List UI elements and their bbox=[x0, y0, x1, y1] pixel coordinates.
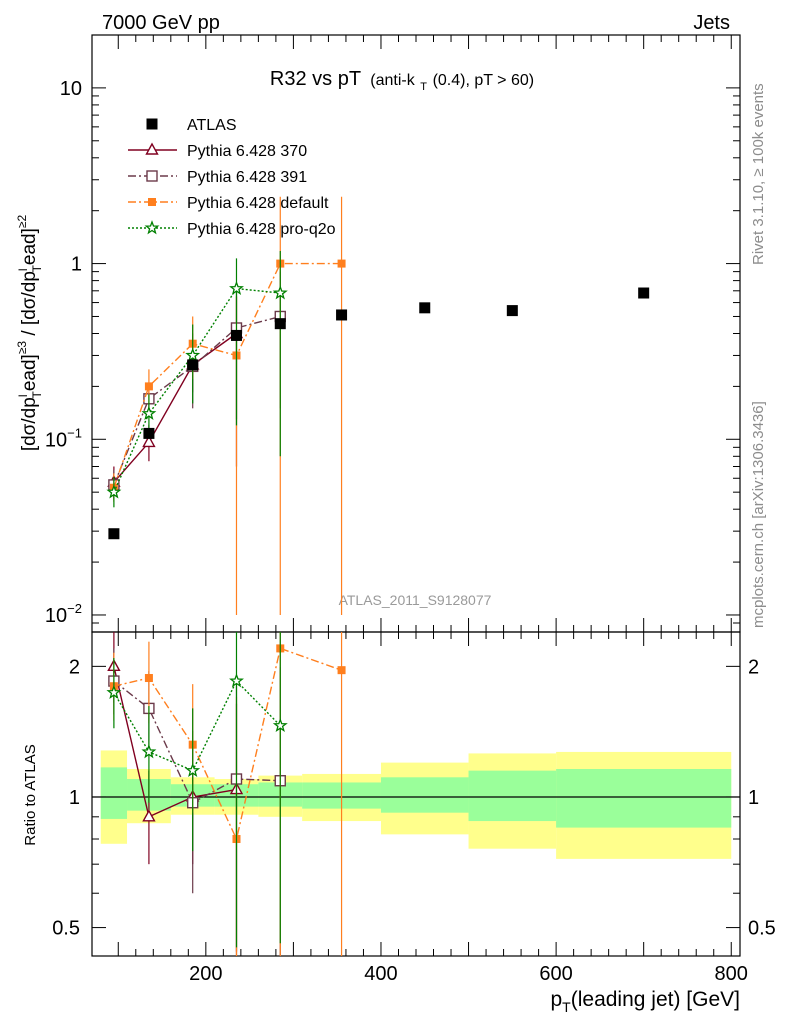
x-tick-label: 200 bbox=[189, 963, 222, 985]
chart-title-sub-2: T bbox=[420, 81, 427, 93]
data-point bbox=[142, 809, 156, 822]
header-right: Jets bbox=[693, 12, 730, 34]
series-pythia-6-428-pro-q2o bbox=[106, 632, 288, 948]
chart-title-sub-3: (0.4), pT > 60) bbox=[433, 72, 535, 89]
mcplots-label: mcplots.cern.ch [arXiv:1306.3436] bbox=[750, 401, 767, 628]
header-left: 7000 GeV pp bbox=[102, 12, 220, 34]
series-atlas bbox=[108, 287, 650, 540]
ylabel-part: / [dσ/dp bbox=[19, 271, 40, 341]
xlabel-part: p bbox=[550, 988, 562, 1011]
data-point bbox=[108, 528, 120, 540]
legend-label: Pythia 6.428 370 bbox=[187, 143, 307, 160]
ratio-y-tick-label-right: 1 bbox=[748, 787, 759, 809]
data-point bbox=[146, 170, 158, 182]
legend-label: Pythia 6.428 391 bbox=[187, 169, 307, 186]
data-point bbox=[272, 285, 288, 300]
legend-label: Pythia 6.428 pro-q2o bbox=[187, 221, 336, 238]
series-line bbox=[113, 262, 342, 488]
data-point bbox=[144, 382, 153, 391]
analysis-watermark: ATLAS_2011_S9128077 bbox=[339, 592, 492, 608]
data-point bbox=[229, 280, 244, 296]
ylabel-part: [dσ/dp bbox=[19, 397, 40, 451]
xlabel-part: (leading jet) [GeV] bbox=[571, 988, 740, 1011]
data-point bbox=[185, 347, 201, 362]
data-point bbox=[144, 220, 160, 235]
chart-title-sub-1: (anti-k bbox=[370, 72, 415, 89]
series-pythia-6-428-pro-q2o bbox=[106, 250, 288, 508]
ratio-y-tick-label: 0.5 bbox=[52, 918, 80, 940]
y-tick-label: 10−2 bbox=[45, 601, 82, 627]
ylabel-part: ≥3 bbox=[15, 341, 29, 355]
legend-entry: Pythia 6.428 370 bbox=[128, 142, 307, 160]
data-point bbox=[185, 762, 201, 778]
ratio-xlabel: pT(leading jet) [GeV] bbox=[550, 988, 740, 1015]
series-line bbox=[113, 666, 237, 818]
uncertainty-band-green bbox=[380, 777, 469, 813]
y-tick-label: 10 bbox=[60, 78, 82, 100]
ratio-plot: 0.5 0.5 1 1 2 2 200 400 600 800 bbox=[52, 631, 776, 985]
uncertainty-band-green bbox=[100, 767, 128, 819]
main-ylabel: [dσ/dplTead]≥3 / [dσ/dplTead]≥2 bbox=[15, 215, 44, 452]
data-point bbox=[274, 318, 286, 330]
data-point bbox=[144, 674, 153, 683]
legend-entry: Pythia 6.428 391 bbox=[128, 169, 307, 186]
data-point bbox=[106, 684, 122, 700]
data-point bbox=[229, 673, 244, 688]
data-point bbox=[106, 484, 122, 499]
ylabel-part: ead] bbox=[19, 354, 40, 391]
chart-title-main: R32 vs pT bbox=[270, 68, 361, 90]
ylabel-part: T bbox=[30, 391, 44, 399]
rivet-label: Rivet 3.1.10, ≥ 100k events bbox=[750, 83, 767, 265]
chart-title: R32 vs pT (anti-k T (0.4), pT > 60) bbox=[270, 68, 534, 95]
data-point bbox=[506, 305, 518, 317]
data-point bbox=[638, 287, 650, 299]
legend-label: Pythia 6.428 default bbox=[187, 195, 329, 212]
x-tick-label: 400 bbox=[364, 963, 397, 985]
data-point bbox=[141, 744, 157, 759]
x-tick-label: 800 bbox=[715, 963, 748, 985]
ylabel-part: l bbox=[16, 395, 30, 398]
ratio-ylabel: Ratio to ATLAS bbox=[22, 744, 39, 845]
ratio-y-tick-label-right: 0.5 bbox=[748, 918, 776, 940]
data-point bbox=[419, 302, 431, 314]
y-tick-label: 1 bbox=[71, 254, 82, 276]
ylabel-part: T bbox=[30, 264, 44, 272]
ylabel-part: l bbox=[16, 268, 30, 271]
y-tick-label: 10−1 bbox=[45, 425, 82, 451]
data-point bbox=[141, 405, 157, 421]
ratio-y-tick-label: 2 bbox=[69, 656, 80, 678]
data-point bbox=[148, 198, 156, 206]
legend-label: ATLAS bbox=[187, 117, 237, 134]
data-point bbox=[336, 309, 348, 321]
ratio-y-tick-label: 1 bbox=[69, 787, 80, 809]
legend-entry: Pythia 6.428 default bbox=[128, 195, 329, 212]
x-tick-label: 600 bbox=[539, 963, 572, 985]
data-point bbox=[272, 717, 288, 733]
legend-entry: Pythia 6.428 pro-q2o bbox=[128, 220, 336, 238]
legend: ATLAS Pythia 6.428 370 Pythia 6.428 391 Pyt… bbox=[128, 117, 336, 238]
xlabel-part: T bbox=[562, 999, 571, 1015]
series-line bbox=[113, 287, 281, 493]
data-point bbox=[230, 329, 242, 341]
series-line bbox=[113, 332, 237, 483]
ratio-y-tick-label-right: 2 bbox=[748, 656, 759, 678]
uncertainty-band-green bbox=[468, 770, 557, 822]
data-point bbox=[143, 427, 155, 439]
ylabel-part: ≥2 bbox=[15, 215, 29, 229]
series-line bbox=[113, 647, 342, 842]
data-point bbox=[146, 118, 158, 130]
data-point bbox=[187, 359, 199, 371]
uncertainty-band-green bbox=[556, 769, 732, 828]
data-point bbox=[142, 434, 156, 448]
legend-entry: ATLAS bbox=[146, 117, 237, 134]
main-plot: 10−2 10−1 1 10 bbox=[45, 34, 741, 633]
data-point bbox=[145, 142, 159, 155]
data-point bbox=[337, 259, 346, 268]
data-point bbox=[337, 666, 346, 675]
ylabel-part: ead] bbox=[19, 228, 40, 265]
